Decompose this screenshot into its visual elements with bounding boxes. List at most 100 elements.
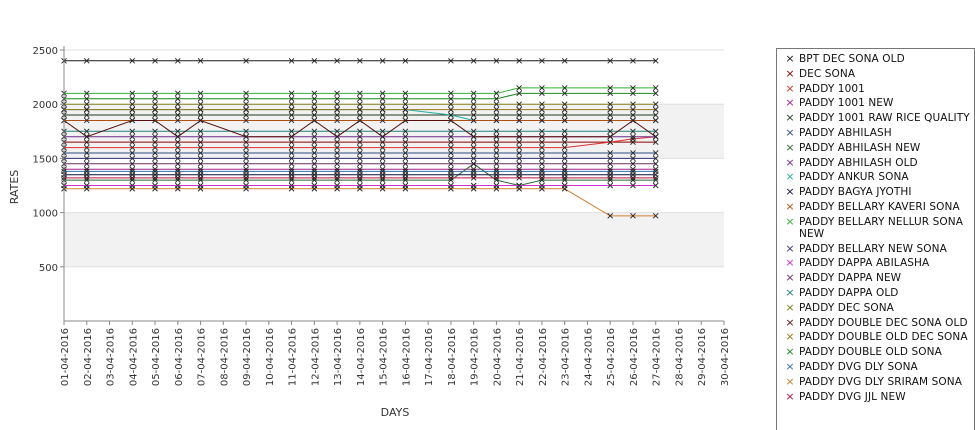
data-point [539,166,545,173]
data-point [129,139,136,145]
data-point [129,185,136,192]
data-point [516,166,522,173]
data-point [493,139,500,145]
data-point [493,90,500,97]
legend-marker: × [785,52,795,65]
data-point [243,95,249,102]
data-point [152,90,158,97]
data-point [243,139,249,145]
x-tick-label: 06-04-2016 [174,328,185,386]
data-point [288,185,295,192]
data-point [288,166,295,173]
legend-item: × PADDY DVG JJL NEW [777,390,974,403]
data-point [83,128,90,135]
data-point [311,106,318,113]
data-point [448,150,454,156]
data-point [607,106,614,113]
data-point [630,85,636,91]
legend-label: PADDY ABHILASH OLD [799,156,918,169]
data-point [448,185,454,192]
legend-marker: × [785,241,795,255]
data-point [539,117,545,124]
x-tick-label: 23-04-2016 [561,328,572,386]
series-markers [61,58,659,219]
data-point [243,185,249,192]
data-point [357,175,363,181]
data-point [357,161,363,167]
data-point [197,101,204,108]
data-point [402,161,409,167]
legend-item: × PADDY BELLARY KAVERI SONA [777,200,974,213]
data-point [448,175,454,181]
data-point [607,177,614,183]
data-point [493,185,500,192]
data-point [197,161,204,167]
data-point [197,106,204,113]
data-point [311,166,318,173]
data-point [448,161,454,167]
data-point [334,150,340,156]
data-point [470,175,477,181]
data-point [561,117,568,124]
data-point [470,150,477,156]
data-point [334,58,340,64]
data-point [243,175,249,181]
data-point [493,144,500,151]
data-point [402,112,409,118]
legend-marker: × [785,315,795,329]
data-point [174,144,181,151]
y-tick-label: 500 [39,263,58,274]
legend-label: PADDY DEC SONA [799,301,894,314]
series-line [64,188,656,217]
legend-marker: × [785,111,795,125]
data-point [630,155,636,162]
x-tick-label: 12-04-2016 [310,328,321,386]
data-point [630,101,636,108]
data-point [243,112,249,118]
data-point [197,117,204,124]
data-point [152,139,158,145]
data-point [470,117,477,124]
data-point [288,150,295,156]
series-line [63,119,656,138]
data-point [493,133,500,140]
legend-item: × PADDY ABHILASH [777,126,974,139]
data-point [607,90,614,97]
data-point [516,85,522,91]
data-point [174,101,181,108]
data-point [357,177,363,183]
legend-item: × PADDY DVG DLY SRIRAM SONA [777,374,974,388]
data-point [357,133,363,140]
data-point [448,128,454,135]
data-point [152,175,158,181]
data-point [243,128,249,135]
data-point [83,155,90,162]
data-point [129,112,136,118]
data-point [493,155,500,162]
data-point [539,128,545,135]
data-point [129,166,136,173]
data-point [288,95,295,102]
data-point [561,150,568,156]
x-tick-label: 11-04-2016 [288,328,299,386]
data-point [607,182,614,189]
x-tick-label: 04-04-2016 [128,328,139,386]
legend-marker: × [785,359,795,373]
legend-marker: × [785,374,795,388]
data-point [129,101,136,108]
data-point [402,175,409,181]
y-tick-labels: 500 1000 1500 2000 2500 [33,46,64,274]
data-point [174,150,181,156]
data-point [129,95,136,102]
data-point [311,128,318,135]
data-point [288,90,295,97]
x-tick-label: 14-04-2016 [356,328,367,386]
x-tick-label: 24-04-2016 [583,328,594,386]
data-point [402,155,409,162]
x-tick-label: 26-04-2016 [629,328,640,386]
data-point [379,106,386,113]
data-point [197,58,204,64]
data-point [448,144,454,151]
x-tick-label: 05-04-2016 [151,328,162,386]
data-point [357,101,363,108]
